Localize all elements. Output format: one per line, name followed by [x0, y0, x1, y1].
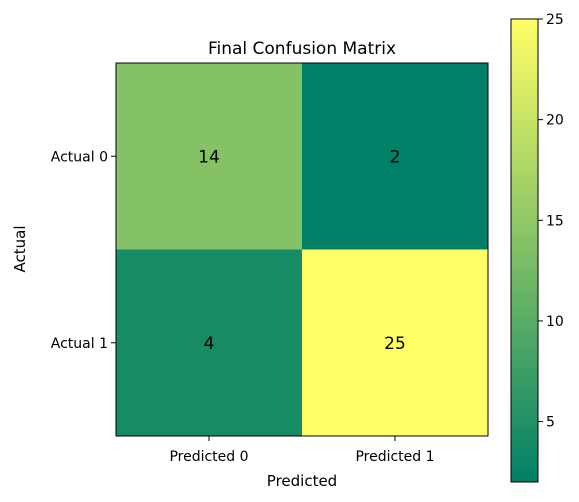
heatmap-cell: [116, 249, 302, 436]
x-axis-label: Predicted: [267, 472, 337, 490]
y-tick-label: Actual 1: [51, 336, 108, 352]
colorbar-tick-label: 15: [546, 213, 564, 229]
plot-frame: [115, 62, 489, 437]
x-axis-ticks: Predicted 0 Predicted 1: [169, 436, 435, 465]
x-tick-label: Predicted 1: [355, 449, 434, 465]
cell-value-labels: 14 2 4 25: [198, 147, 406, 354]
colorbar-tick-label: 25: [546, 12, 564, 28]
colorbar-tick-label: 10: [546, 314, 564, 330]
y-axis-label: Actual: [11, 226, 29, 273]
cell-value-label: 4: [204, 334, 215, 354]
colorbar-tick-label: 20: [546, 113, 564, 129]
colorbar: [510, 18, 539, 483]
heatmap-cell: [116, 63, 302, 250]
chart-title: Final Confusion Matrix: [208, 39, 396, 59]
cell-value-label: 14: [198, 147, 220, 167]
y-tick-label: Actual 0: [51, 149, 108, 165]
cell-value-label: 2: [390, 147, 401, 167]
heatmap-cells: [116, 63, 488, 436]
colorbar-tick-label: 5: [546, 415, 555, 431]
y-axis-ticks: Actual 0 Actual 1: [51, 149, 116, 352]
heatmap-cell: [302, 63, 488, 250]
x-tick-label: Predicted 0: [169, 449, 248, 465]
heatmap-cell: [302, 249, 488, 436]
colorbar-ticks: 5 10 15 20 25: [538, 12, 564, 431]
cell-value-label: 25: [384, 334, 406, 354]
